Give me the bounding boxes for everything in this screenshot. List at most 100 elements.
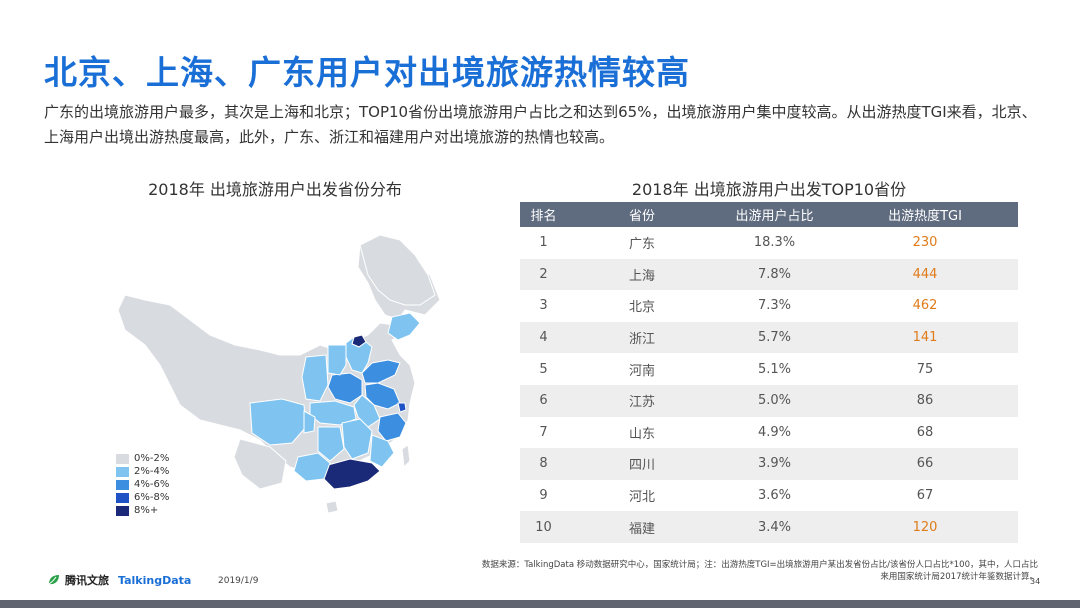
cell-province: 北京 <box>628 300 655 316</box>
table-row: 1 广东 18.3% 230 <box>520 227 1018 259</box>
cell-tgi: 75 <box>916 361 934 377</box>
cell-share: 4.9% <box>757 424 792 440</box>
cell-province: 广东 <box>628 237 655 253</box>
cell-tgi: 86 <box>916 393 934 409</box>
map-chongqing <box>303 410 316 434</box>
tencent-logo: 腾讯文旅 <box>46 572 109 588</box>
header-share: 出游用户占比 <box>735 209 814 224</box>
cell-tgi: 444 <box>912 266 938 282</box>
cell-province: 江苏 <box>628 395 655 411</box>
legend-label: 6%-8% <box>134 492 170 503</box>
map-shandong <box>361 359 401 384</box>
cell-share: 5.0% <box>757 393 792 409</box>
bottom-bar <box>0 600 1080 608</box>
tencent-logo-text: 腾讯文旅 <box>65 574 109 587</box>
table-row: 9 河北 3.6% 67 <box>520 480 1018 512</box>
cell-province: 四川 <box>628 458 655 474</box>
cell-share: 5.1% <box>757 361 792 377</box>
map-shanxi <box>327 344 347 376</box>
legend-swatch <box>116 466 129 477</box>
cell-province: 福建 <box>628 521 655 537</box>
cell-rank: 10 <box>535 519 552 535</box>
table-row: 7 山东 4.9% 68 <box>520 417 1018 449</box>
legend-label: 4%-6% <box>134 479 170 490</box>
map-zhejiang <box>377 412 407 442</box>
legend-item: 4%-6% <box>116 478 169 491</box>
source-line-2: 来用国家统计局2017统计年鉴数据计算。 <box>880 572 1038 582</box>
legend-item: 2%-4% <box>116 465 169 478</box>
cell-tgi: 120 <box>912 519 938 535</box>
map-hebei <box>345 335 373 374</box>
cell-rank: 6 <box>539 393 548 409</box>
page-number: 34 <box>1030 577 1041 586</box>
legend-swatch <box>116 492 129 503</box>
table-title: 2018年 出境旅游用户出发TOP10省份 <box>631 180 907 199</box>
source-line-1: 数据来源：TalkingData 移动数据研究中心，国家统计局；注：出游热度TG… <box>481 560 1038 570</box>
cell-rank: 2 <box>539 266 548 282</box>
legend-item: 0%-2% <box>116 452 169 465</box>
cell-tgi: 141 <box>912 330 938 346</box>
map-henan <box>327 372 363 404</box>
cell-share: 7.3% <box>757 298 792 314</box>
header-tgi: 出游热度TGI <box>888 209 962 224</box>
cell-rank: 1 <box>539 235 548 251</box>
table-row: 2 上海 7.8% 444 <box>520 258 1018 291</box>
legend-swatch <box>116 453 129 464</box>
page-title: 北京、上海、广东用户对出境旅游热情较高 <box>44 53 690 92</box>
map-northeast <box>359 234 436 306</box>
cell-province: 山东 <box>628 426 655 442</box>
china-province-map <box>117 234 441 514</box>
map-guangxi <box>293 452 331 482</box>
cell-tgi: 462 <box>912 298 938 314</box>
cell-rank: 3 <box>539 298 548 314</box>
map-guangdong <box>323 458 381 490</box>
cell-share: 18.3% <box>753 235 796 251</box>
legend-item: 6%-8% <box>116 491 169 504</box>
table-header-row: 排名 省份 出游用户占比 出游热度TGI <box>520 202 1018 227</box>
legend-swatch <box>116 505 129 516</box>
map-fujian <box>369 434 395 468</box>
cell-rank: 9 <box>539 488 548 504</box>
map-hunan <box>317 426 345 462</box>
cell-rank: 5 <box>539 361 548 377</box>
cell-tgi: 68 <box>916 424 934 440</box>
cell-rank: 7 <box>539 424 548 440</box>
map-shanghai <box>397 402 407 413</box>
map-jiangxi <box>341 418 373 460</box>
map-jiangsu <box>364 382 401 410</box>
source-note: 数据来源：TalkingData 移动数据研究中心，国家统计局；注：出游热度TG… <box>418 559 1038 583</box>
table-row: 8 四川 3.9% 66 <box>520 448 1018 480</box>
legend-swatch <box>116 479 129 490</box>
table-row: 4 浙江 5.7% 141 <box>520 321 1018 354</box>
map-hainan <box>325 500 339 514</box>
map-legend: 0%-2% 2%-4% 4%-6% 6%-8% 8%+ <box>116 452 169 517</box>
cell-share: 7.8% <box>757 266 792 282</box>
cell-share: 3.6% <box>757 488 792 504</box>
cell-province: 河南 <box>628 363 655 379</box>
cell-tgi: 230 <box>912 235 938 251</box>
legend-item: 8%+ <box>116 504 169 517</box>
header-rank: 排名 <box>530 209 557 224</box>
talkingdata-logo: TalkingData <box>118 574 192 587</box>
map-sichuan <box>249 398 307 446</box>
legend-label: 0%-2% <box>134 453 170 464</box>
top10-table: 排名 省份 出游用户占比 出游热度TGI 1 广东 18.3% 230 2 上海… <box>520 202 1018 543</box>
cell-rank: 4 <box>539 330 548 346</box>
table-row: 10 福建 3.4% 120 <box>520 511 1018 543</box>
map-liaoning <box>387 312 421 341</box>
map-taiwan <box>401 444 411 469</box>
cell-rank: 8 <box>539 456 548 472</box>
tencent-leaf-icon <box>48 575 59 585</box>
cell-tgi: 66 <box>916 456 934 472</box>
map-yunnan <box>233 438 287 490</box>
cell-province: 浙江 <box>628 332 655 348</box>
cell-share: 5.7% <box>757 330 792 346</box>
cell-province: 上海 <box>628 268 655 284</box>
table-row: 5 河南 5.1% 75 <box>520 353 1018 385</box>
map-title: 2018年 出境旅游用户出发省份分布 <box>148 180 402 199</box>
legend-label: 8%+ <box>134 505 159 516</box>
header-province: 省份 <box>628 209 655 224</box>
table-row: 3 北京 7.3% 462 <box>520 290 1018 322</box>
legend-label: 2%-4% <box>134 466 170 477</box>
cell-share: 3.9% <box>757 456 792 472</box>
